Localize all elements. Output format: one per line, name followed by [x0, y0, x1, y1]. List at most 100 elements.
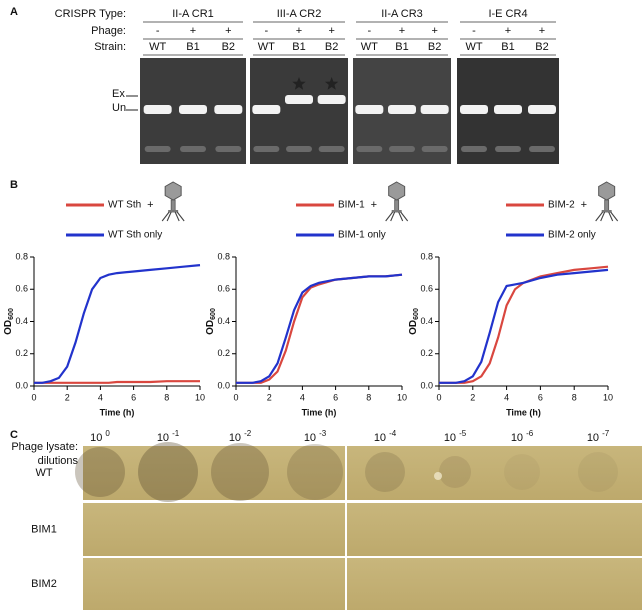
strain: B1: [395, 41, 408, 53]
dilution: 10 0: [90, 429, 110, 444]
legend-phage-sign: +: [581, 199, 587, 211]
star: [292, 77, 306, 90]
x-tick-label: 2: [65, 392, 70, 402]
crispr-type: II-A CR3: [381, 8, 423, 20]
plaque-zone: [504, 454, 540, 490]
y-tick-label: 0.2: [15, 348, 28, 358]
strain: B2: [222, 41, 235, 53]
y-tick-label: 0.0: [15, 380, 28, 390]
band: [317, 95, 346, 104]
series-line: [34, 380, 200, 384]
phage-sign: +: [225, 25, 231, 37]
y-label-main: OD: [205, 320, 216, 335]
plaque-zone: [578, 452, 618, 492]
phage-icon: [596, 182, 618, 221]
dilution-exp: -3: [319, 429, 327, 438]
y-tick-label: 0.0: [217, 380, 230, 390]
dilution-exp: -2: [244, 429, 252, 438]
plaque-zone: [75, 447, 125, 497]
y-tick-label: 0.6: [15, 284, 28, 294]
dilution: 10 -4: [374, 429, 397, 444]
band: [214, 105, 243, 114]
dilution: 10 -3: [304, 429, 327, 444]
strain: B1: [186, 41, 199, 53]
x-tick-label: 10: [397, 392, 407, 402]
phage-sign: +: [505, 25, 511, 37]
plaque-zone: [287, 444, 343, 500]
strain-row-label: WT: [35, 467, 52, 479]
phage-sign: +: [190, 25, 196, 37]
y-tick-label: 0.0: [420, 380, 433, 390]
series-line: [236, 273, 403, 384]
y-tick-label: 0.4: [420, 316, 433, 326]
x-tick-label: 10: [195, 392, 205, 402]
phage-sign: -: [264, 25, 268, 37]
phage-sign: +: [431, 25, 437, 37]
x-tick-label: 0: [436, 392, 441, 402]
strain: B2: [325, 41, 338, 53]
plate: [347, 446, 642, 500]
x-tick-label: 8: [572, 392, 577, 402]
band: [494, 105, 522, 114]
legend-label: WT Sth: [108, 200, 141, 211]
lysate-label: Phage lysate:: [11, 441, 78, 453]
faint-band: [529, 146, 555, 152]
plaque-zone: [365, 452, 405, 492]
faint-band: [286, 146, 312, 152]
dilution-exp: -5: [459, 429, 467, 438]
dilution-base: 10: [90, 432, 102, 444]
phage-sign: +: [539, 25, 545, 37]
faint-band: [356, 146, 383, 152]
band: [420, 105, 449, 114]
dilution-base: 10: [229, 432, 241, 444]
y-tick-label: 0.8: [217, 251, 230, 261]
dilution-exp: -4: [389, 429, 397, 438]
phage-sign: -: [156, 25, 160, 37]
phage-sign: +: [296, 25, 302, 37]
plate: [83, 446, 345, 500]
y-tick-label: 0.2: [217, 348, 230, 358]
band: [285, 95, 313, 104]
strain: B1: [501, 41, 514, 53]
band: [252, 105, 281, 114]
band: [460, 105, 488, 114]
dilution-base: 10: [587, 432, 599, 444]
strain: WT: [465, 41, 482, 53]
strain-row-label: BIM1: [31, 523, 57, 535]
band-label: Un: [112, 102, 126, 114]
x-tick-label: 6: [538, 392, 543, 402]
dilution: 10 -1: [157, 429, 180, 444]
panel-label: B: [10, 179, 18, 191]
crispr-type: II-A CR1: [172, 8, 214, 20]
y-axis-label: OD600: [205, 308, 217, 335]
y-label-sub: 600: [413, 308, 420, 320]
phage-sign: +: [399, 25, 405, 37]
faint-band: [318, 146, 345, 152]
y-tick-label: 0.6: [420, 284, 433, 294]
series-line: [34, 264, 201, 384]
dilution-base: 10: [374, 432, 386, 444]
phage-icon: [162, 182, 184, 221]
colony: [434, 472, 442, 480]
y-axis-label: OD600: [3, 308, 15, 335]
faint-band: [389, 146, 415, 152]
x-tick-label: 0: [31, 392, 36, 402]
legend-phage-sign: +: [371, 199, 377, 211]
faint-band: [253, 146, 280, 152]
series-line: [236, 273, 403, 384]
faint-band: [180, 146, 206, 152]
lysate-label: dilutions: [38, 455, 79, 467]
strain: WT: [361, 41, 378, 53]
y-tick-label: 0.4: [15, 316, 28, 326]
legend-label: BIM-2: [548, 200, 575, 211]
y-tick-label: 0.8: [420, 251, 433, 261]
y-label-sub: 600: [8, 308, 15, 320]
dilution-exp: 0: [105, 429, 110, 438]
phage-icon: [386, 182, 408, 221]
y-tick-label: 0.4: [217, 316, 230, 326]
x-tick-label: 0: [233, 392, 238, 402]
band: [179, 105, 207, 114]
plaque-zone: [211, 443, 269, 501]
x-tick-label: 4: [98, 392, 103, 402]
